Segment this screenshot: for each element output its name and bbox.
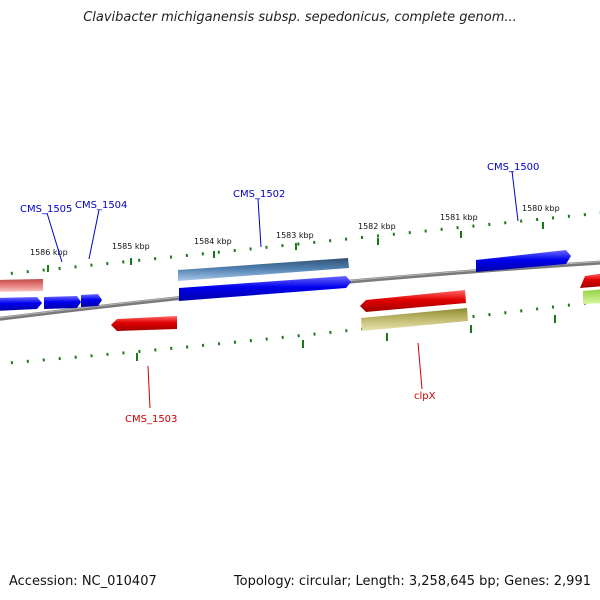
genome-summary-text: Topology: circular; Length: 3,258,645 bp… (233, 574, 591, 589)
kbp-labels: 1586 kbp 1585 kbp 1584 kbp 1583 kbp 1582… (30, 204, 560, 257)
kbp-label: 1580 kbp (522, 204, 560, 213)
map-title: Clavibacter michiganensis subsp. sepedon… (83, 10, 517, 25)
leader-cms1500 (511, 170, 519, 222)
feature-cms1502[interactable] (179, 276, 351, 301)
feature-olive[interactable] (361, 308, 468, 331)
outer-ruler-minor-ticks (0, 211, 600, 276)
kbp-label: 1582 kbp (358, 222, 396, 231)
inner-ruler (0, 299, 600, 366)
gene-label-cms1503[interactable]: CMS_1503 (125, 414, 177, 425)
gene-labels: CMS_1505 CMS_1504 CMS_1502 CMS_1500 CMS_… (20, 162, 539, 425)
feature-cms1504[interactable] (81, 294, 102, 307)
feature-clpx[interactable] (360, 290, 466, 312)
forward-features (0, 250, 600, 311)
leader-cms1505 (46, 212, 63, 263)
feature-lime-edge[interactable] (583, 289, 600, 304)
leader-clpx (417, 342, 423, 390)
gene-label-clpx[interactable]: clpX (414, 391, 436, 402)
kbp-label: 1586 kbp (30, 248, 68, 257)
feature-steel-cms1502[interactable] (178, 258, 349, 281)
feature-cms1503[interactable] (111, 316, 177, 331)
feature-pink[interactable] (0, 279, 43, 292)
leader-cms1503 (147, 365, 151, 409)
feature-red-edge[interactable] (580, 273, 600, 288)
kbp-label: 1585 kbp (112, 242, 150, 251)
outer-ruler (0, 211, 600, 276)
gene-label-cms1504[interactable]: CMS_1504 (75, 200, 127, 211)
inner-ruler-minor-ticks (0, 299, 600, 366)
accession-text: Accession: NC_010407 (9, 574, 157, 589)
kbp-label: 1581 kbp (440, 213, 478, 222)
feature-blue-left[interactable] (0, 297, 42, 311)
feature-cms1505[interactable] (44, 296, 81, 309)
leader-cms1504 (88, 209, 100, 260)
feature-cms1500[interactable] (476, 250, 571, 272)
kbp-label: 1583 kbp (276, 231, 314, 240)
gene-label-cms1502[interactable]: CMS_1502 (233, 189, 285, 200)
leader-lines (46, 170, 519, 409)
gene-label-cms1500[interactable]: CMS_1500 (487, 162, 539, 173)
gene-label-cms1505[interactable]: CMS_1505 (20, 204, 72, 215)
leader-cms1502 (257, 198, 262, 248)
kbp-label: 1584 kbp (194, 237, 232, 246)
reverse-features (111, 290, 468, 331)
